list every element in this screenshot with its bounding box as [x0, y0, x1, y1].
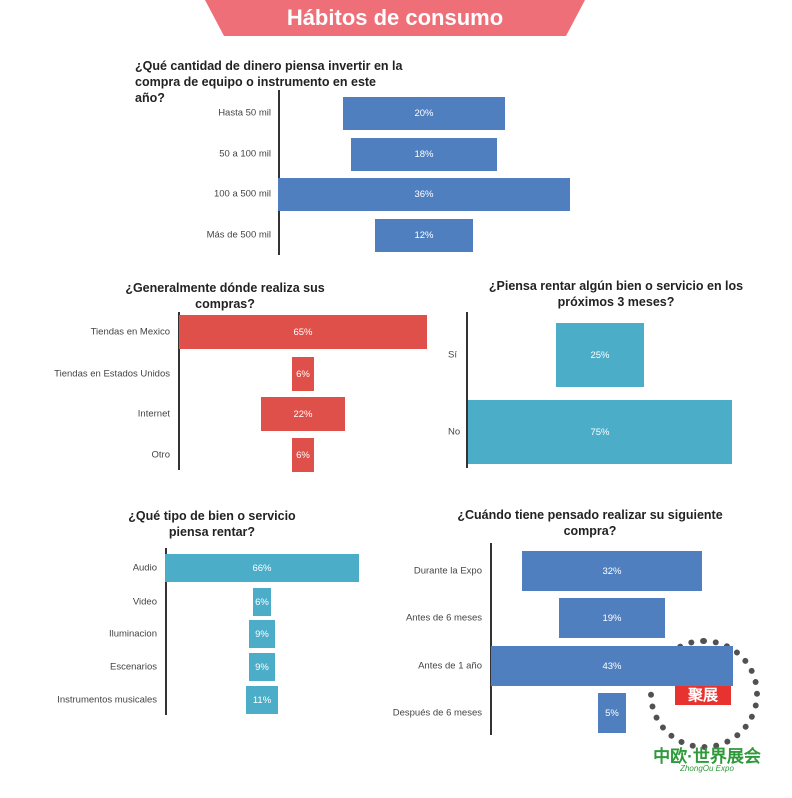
- chart-title: ¿Cuándo tiene pensado realizar su siguie…: [457, 508, 723, 538]
- bar: 6%: [291, 438, 315, 472]
- category-label: Iluminacion: [108, 628, 157, 640]
- value-label: 65%: [293, 326, 313, 338]
- category-label: No: [448, 426, 461, 438]
- bar: 43%: [490, 646, 734, 686]
- value-label: 18%: [414, 148, 434, 160]
- value-label: 6%: [255, 596, 269, 608]
- bar: 5%: [597, 693, 627, 733]
- category-label: Hasta 50 mil: [218, 107, 271, 119]
- value-label: 43%: [602, 660, 622, 672]
- category-label: Video: [132, 596, 157, 608]
- value-label: 11%: [252, 694, 272, 706]
- category-label: Escenarios: [110, 661, 157, 673]
- bar: 6%: [253, 588, 271, 616]
- bar: 11%: [245, 686, 279, 714]
- axis-line: [466, 312, 468, 468]
- axis-line: [178, 312, 180, 470]
- chart-title: ¿Generalmente dónde realiza sus compras?: [125, 281, 325, 311]
- chart-title: ¿Piensa rentar algún bien o servicio en …: [488, 279, 744, 309]
- bar: 36%: [278, 177, 570, 211]
- bar: 12%: [375, 218, 473, 252]
- value-label: 6%: [296, 449, 310, 461]
- bar: 75%: [467, 400, 733, 464]
- axis-line: [278, 90, 280, 255]
- watermark-subtitle: ZhongOu Expo: [680, 764, 734, 773]
- category-label: Antes de 6 meses: [405, 612, 482, 624]
- watermark-badge: 聚展: [675, 683, 731, 705]
- bar: 6%: [291, 357, 315, 391]
- value-label: 6%: [296, 368, 310, 380]
- bar: 9%: [248, 653, 276, 681]
- category-label: 50 a 100 mil: [219, 148, 271, 160]
- value-label: 66%: [252, 562, 272, 574]
- bar: 25%: [555, 323, 645, 387]
- value-label: 22%: [293, 408, 313, 420]
- watermark-ring: [648, 638, 760, 750]
- bar: 9%: [248, 620, 276, 648]
- value-label: 32%: [602, 565, 622, 577]
- category-label: Sí: [448, 349, 457, 361]
- bar: 66%: [164, 554, 359, 582]
- value-label: 20%: [414, 107, 434, 119]
- bar: 20%: [343, 96, 505, 130]
- value-label: 25%: [590, 349, 610, 361]
- category-label: Internet: [137, 408, 170, 420]
- category-label: Durante la Expo: [413, 565, 482, 577]
- category-label: Tiendas en Mexico: [90, 326, 170, 338]
- bar: 18%: [351, 137, 497, 171]
- category-label: Más de 500 mil: [206, 229, 271, 241]
- category-label: Audio: [132, 562, 157, 574]
- category-label: Instrumentos musicales: [57, 694, 157, 706]
- value-label: 12%: [414, 229, 434, 241]
- bar: 19%: [558, 598, 666, 638]
- category-label: Antes de 1 año: [418, 660, 482, 672]
- bar: 32%: [521, 551, 703, 591]
- value-label: 9%: [255, 661, 269, 673]
- category-label: 100 a 500 mil: [213, 188, 271, 200]
- category-label: Otro: [151, 449, 170, 461]
- value-label: 19%: [602, 612, 622, 624]
- page-title: Hábitos de consumo: [205, 0, 585, 36]
- category-label: Tiendas en Estados Unidos: [54, 368, 170, 380]
- bar: 22%: [260, 397, 345, 431]
- axis-line: [165, 548, 167, 715]
- category-label: Después de 6 meses: [392, 707, 482, 719]
- axis-line: [490, 543, 492, 735]
- value-label: 5%: [605, 707, 619, 719]
- chart-title: ¿Qué tipo de bien o servicio piensa rent…: [128, 509, 296, 539]
- chart-title: ¿Qué cantidad de dinero piensa invertir …: [135, 59, 403, 105]
- value-label: 9%: [255, 628, 269, 640]
- watermark-name: 中欧·世界展会: [653, 747, 761, 766]
- bar: 65%: [178, 315, 428, 349]
- value-label: 75%: [590, 426, 610, 438]
- value-label: 36%: [414, 188, 434, 200]
